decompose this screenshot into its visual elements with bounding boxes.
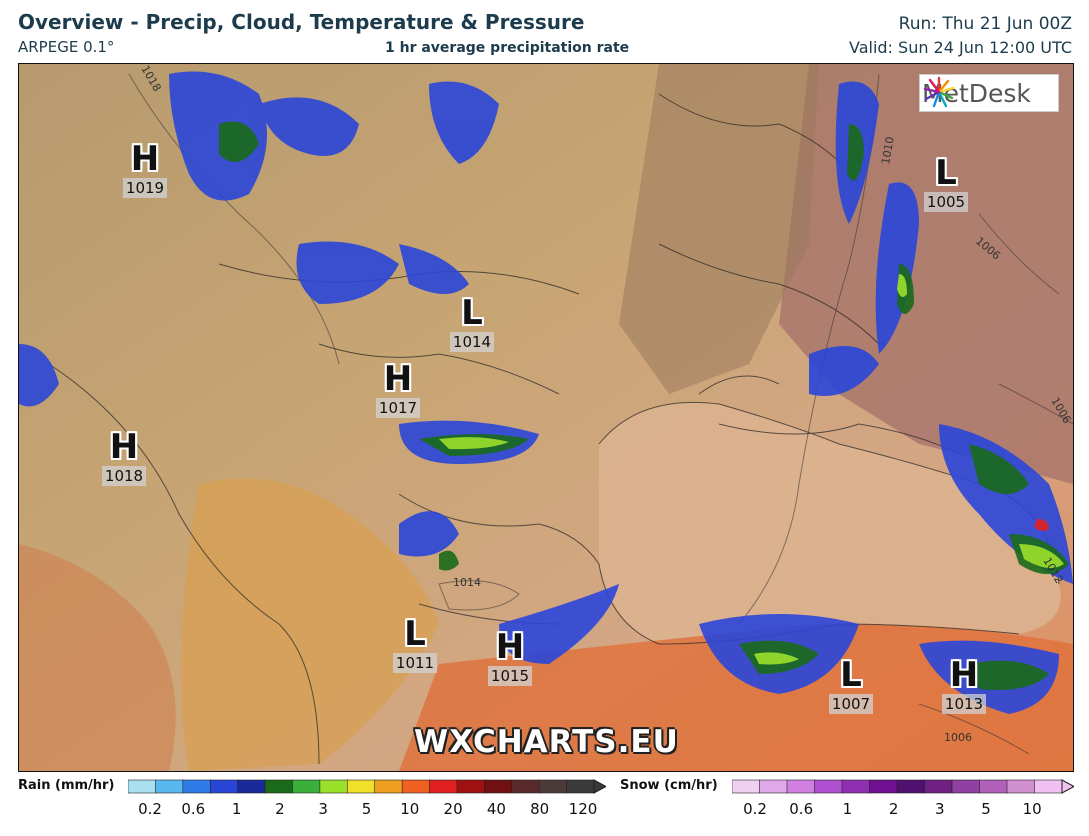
colorbar-swatch bbox=[319, 779, 349, 794]
colorbar-swatch bbox=[786, 779, 816, 794]
pressure-symbol: H bbox=[495, 627, 525, 667]
colorbar-tick-label: 3 bbox=[318, 800, 328, 818]
weather-map: MetDesk H 1019 L 1005 L 1014 H 1017 H 10… bbox=[18, 63, 1074, 772]
pressure-center: H 1018 bbox=[94, 430, 154, 486]
colorbar-tick-label: 0.2 bbox=[138, 800, 162, 818]
colorbar-swatch bbox=[814, 779, 843, 794]
pressure-value: 1011 bbox=[392, 653, 438, 673]
colorbar-tick-label: 120 bbox=[568, 800, 598, 818]
pressure-symbol: L bbox=[404, 614, 426, 654]
isobar-label: 1006 bbox=[944, 731, 972, 744]
pressure-center: L 1005 bbox=[916, 156, 976, 212]
rain-colorbar bbox=[128, 779, 606, 794]
colorbar-tick-label: 0.6 bbox=[789, 800, 814, 818]
colorbar-swatch bbox=[759, 779, 788, 794]
colorbar-swatch bbox=[951, 779, 981, 794]
colorbar-swatch bbox=[292, 779, 321, 794]
colorbar-swatch bbox=[869, 779, 898, 794]
colorbar-swatch bbox=[979, 779, 1008, 794]
pressure-value: 1005 bbox=[923, 192, 969, 212]
colorbar-tick-label: 40 bbox=[486, 800, 506, 818]
snow-colorbar-ticks: 0.2 0.6 1 2 3 5 10 bbox=[0, 800, 1089, 820]
colorbar-tick-label: 0.6 bbox=[181, 800, 206, 818]
colorbar-extend-arrow bbox=[1061, 779, 1074, 794]
pressure-symbol: H bbox=[130, 139, 160, 179]
colorbar-swatch bbox=[374, 779, 403, 794]
colorbar-swatch bbox=[896, 779, 926, 794]
colorbar-swatch bbox=[1034, 779, 1063, 794]
colorbar-swatch bbox=[1006, 779, 1036, 794]
snow-colorbar bbox=[732, 779, 1074, 794]
colorbar-swatch bbox=[155, 779, 184, 794]
colorbar-extend-arrow bbox=[593, 779, 606, 794]
colorbar-swatch bbox=[924, 779, 953, 794]
valid-time: Valid: Sun 24 Jun 12:00 UTC bbox=[849, 38, 1072, 57]
colorbar-swatch bbox=[264, 779, 294, 794]
pressure-center: L 1014 bbox=[442, 296, 502, 352]
colorbar-tick-label: 20 bbox=[443, 800, 463, 818]
colorbar-swatch bbox=[401, 779, 431, 794]
model-name: ARPEGE 0.1° bbox=[18, 38, 115, 56]
pressure-value: 1015 bbox=[487, 666, 533, 686]
pressure-center: H 1019 bbox=[115, 142, 175, 198]
pressure-value: 1013 bbox=[941, 694, 987, 714]
colorbar-swatch bbox=[841, 779, 871, 794]
rain-colorbar-ticks: 0.2 0.6 1 2 3 5 10 20 40 80 120 bbox=[0, 800, 1089, 820]
colorbar-tick-label: 1 bbox=[231, 800, 242, 818]
snow-legend-label: Snow (cm/hr) bbox=[620, 778, 718, 793]
pressure-value: 1014 bbox=[449, 332, 495, 352]
pressure-symbol: L bbox=[840, 655, 862, 695]
metdesk-logo: MetDesk bbox=[919, 74, 1059, 112]
colorbar-swatch bbox=[538, 779, 568, 794]
pressure-symbol: H bbox=[383, 359, 413, 399]
colorbar-tick-label: 3 bbox=[935, 800, 945, 818]
rain-legend-label: Rain (mm/hr) bbox=[18, 778, 115, 793]
pressure-symbol: L bbox=[461, 293, 483, 333]
colorbar-swatch bbox=[511, 779, 540, 794]
colorbar-tick-label: 5 bbox=[981, 800, 991, 818]
colorbar-swatch bbox=[237, 779, 266, 794]
colorbar-swatch bbox=[346, 779, 376, 794]
chart-title: Overview - Precip, Cloud, Temperature & … bbox=[18, 10, 585, 34]
isobar-label: 1014 bbox=[453, 576, 481, 589]
wxcharts-watermark: WXCHARTS.EU bbox=[414, 724, 679, 760]
colorbar-tick-label: 2 bbox=[275, 800, 285, 818]
pressure-value: 1018 bbox=[101, 466, 147, 486]
pressure-value: 1017 bbox=[375, 398, 421, 418]
pressure-center: H 1015 bbox=[480, 630, 540, 686]
map-background bbox=[19, 64, 1073, 771]
chart-subtitle: 1 hr average precipitation rate bbox=[385, 40, 630, 56]
colorbar-swatch bbox=[484, 779, 513, 794]
colorbar-swatch bbox=[429, 779, 458, 794]
colorbar-swatch bbox=[182, 779, 212, 794]
precip-areas bbox=[19, 71, 1073, 714]
colorbar-swatch bbox=[128, 779, 157, 794]
metdesk-logo-icon bbox=[923, 76, 955, 108]
colorbar-tick-label: 10 bbox=[400, 800, 420, 818]
colorbar-tick-label: 5 bbox=[361, 800, 372, 818]
pressure-center: H 1013 bbox=[934, 658, 994, 714]
colorbar-tick-label: 2 bbox=[888, 800, 899, 818]
colorbar-swatch bbox=[209, 779, 239, 794]
colorbar-tick-label: 10 bbox=[1022, 800, 1042, 818]
colorbar-swatch bbox=[456, 779, 486, 794]
colorbar-swatch bbox=[566, 779, 595, 794]
colorbar-tick-label: 1 bbox=[842, 800, 853, 818]
colorbar-tick-label: 80 bbox=[530, 800, 550, 818]
pressure-center: H 1017 bbox=[368, 362, 428, 418]
pressure-center: L 1011 bbox=[385, 617, 445, 673]
colorbar-swatch bbox=[732, 779, 761, 794]
pressure-value: 1019 bbox=[122, 178, 168, 198]
run-time: Run: Thu 21 Jun 00Z bbox=[898, 14, 1072, 34]
pressure-symbol: H bbox=[949, 655, 979, 695]
pressure-symbol: H bbox=[109, 427, 139, 467]
colorbar-tick-label: 0.2 bbox=[743, 800, 767, 818]
pressure-center: L 1007 bbox=[821, 658, 881, 714]
pressure-symbol: L bbox=[935, 153, 957, 193]
pressure-value: 1007 bbox=[828, 694, 874, 714]
